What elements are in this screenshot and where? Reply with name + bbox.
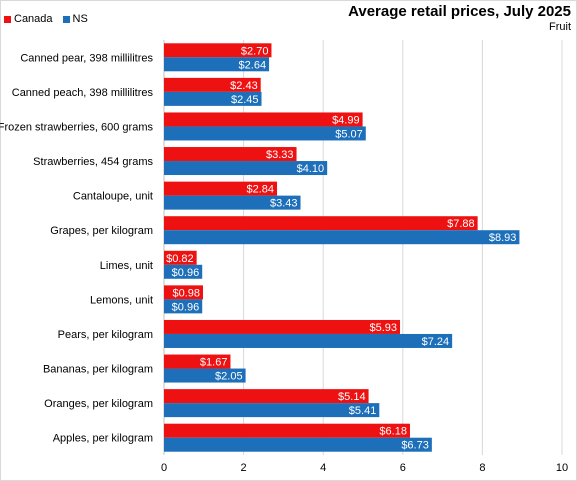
bar-canada [164, 389, 369, 404]
bar-canada [164, 77, 261, 92]
data-label: $5.14 [338, 391, 366, 403]
x-tick-label: 8 [479, 462, 485, 474]
data-label: $5.93 [369, 322, 397, 334]
legend-item-ns: NS [62, 13, 88, 25]
data-label: $4.99 [332, 114, 360, 126]
category-label: Apples, per kilogram [53, 433, 153, 445]
bar-ns [164, 161, 328, 176]
category-label: Lemons, unit [90, 294, 153, 306]
legend-swatch-canada [4, 15, 11, 23]
data-label: $2.84 [247, 184, 275, 196]
bar-canada [164, 147, 297, 162]
bar-canada [164, 250, 197, 265]
data-label: $0.82 [166, 253, 194, 265]
data-label: $4.10 [297, 163, 325, 175]
legend-label-ns: NS [72, 13, 88, 25]
bar-ns [164, 264, 203, 279]
data-label: $6.18 [379, 426, 407, 438]
data-label: $2.05 [215, 371, 243, 383]
x-tick-label: 6 [400, 462, 406, 474]
data-label: $7.88 [447, 218, 475, 230]
bar-ns [164, 195, 301, 210]
legend: Canada NS [4, 13, 98, 25]
category-label: Oranges, per kilogram [44, 398, 153, 410]
data-label: $3.33 [266, 149, 294, 161]
data-label: $3.43 [270, 198, 298, 210]
legend-item-canada: Canada [4, 13, 53, 25]
bar-ns [164, 230, 520, 245]
bar-canada [164, 181, 278, 196]
data-label: $2.70 [241, 45, 269, 57]
data-label: $2.45 [231, 94, 259, 106]
bar-canada [164, 216, 478, 231]
legend-swatch-ns [62, 15, 70, 23]
data-label: $0.98 [172, 287, 200, 299]
bar-canada [164, 285, 204, 300]
category-label: Grapes, per kilogram [50, 225, 153, 237]
category-label: Limes, unit [100, 260, 153, 272]
legend-label-canada: Canada [14, 13, 53, 25]
bar-canada [164, 423, 410, 438]
bar-ns [164, 437, 432, 452]
x-tick-label: 4 [320, 462, 326, 474]
bar-canada [164, 354, 231, 369]
data-label: $7.24 [422, 336, 450, 348]
category-label: Pears, per kilogram [58, 329, 153, 341]
bar-ns [164, 368, 246, 383]
data-label: $5.41 [349, 405, 377, 417]
bar-ns [164, 299, 203, 314]
bar-ns [164, 91, 262, 106]
x-tick-label: 0 [161, 462, 167, 474]
bar-ns [164, 333, 453, 348]
category-label: Cantaloupe, unit [73, 191, 153, 203]
bar-ns [164, 57, 270, 72]
bar-canada [164, 43, 272, 58]
data-label: $5.07 [335, 128, 363, 140]
category-label: Frozen strawberries, 600 grams [0, 121, 153, 133]
bar-canada [164, 319, 401, 334]
data-label: $0.96 [172, 267, 200, 279]
data-label: $2.43 [230, 80, 258, 92]
data-label: $8.93 [489, 232, 517, 244]
category-label: Canned peach, 398 millilitres [12, 87, 154, 99]
bar-ns [164, 403, 380, 418]
x-tick-label: 10 [556, 462, 568, 474]
chart-title: Average retail prices, July 2025 [348, 3, 571, 20]
bar-ns [164, 126, 366, 141]
data-label: $1.67 [200, 357, 228, 369]
category-label: Strawberries, 454 grams [33, 156, 153, 168]
data-label: $2.64 [239, 59, 267, 71]
bar-canada [164, 112, 363, 127]
data-label: $0.96 [172, 301, 200, 313]
x-tick-label: 2 [241, 462, 247, 474]
category-label: Bananas, per kilogram [43, 364, 153, 376]
data-label: $6.73 [401, 440, 429, 452]
category-label: Canned pear, 398 millilitres [20, 52, 153, 64]
chart-subtitle: Fruit [549, 21, 571, 33]
